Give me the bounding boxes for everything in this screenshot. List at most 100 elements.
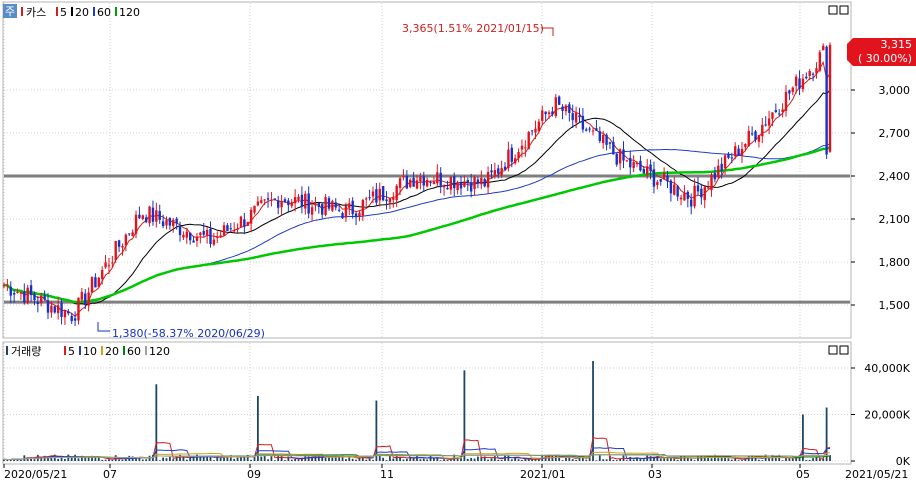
candle-body: [172, 219, 175, 227]
volume-bar: [20, 459, 22, 461]
volume-bar: [361, 455, 364, 461]
candle-body: [348, 203, 351, 208]
volume-bar: [365, 459, 368, 461]
volume-bar: [16, 459, 19, 461]
panel-menu-icon[interactable]: [3, 4, 17, 18]
volume-bar: [33, 459, 36, 461]
volume-bar: [212, 460, 215, 461]
candle-body: [568, 104, 571, 113]
candle-body: [277, 200, 280, 208]
volume-bar: [768, 458, 770, 461]
low-annotation-arrow: [97, 322, 110, 332]
candle-body: [808, 70, 811, 77]
candle-body: [185, 231, 189, 238]
volume-bar: [778, 454, 781, 461]
volume-bar: [199, 456, 202, 461]
volume-bar: [395, 455, 398, 461]
volume-bar: [358, 456, 361, 461]
price-panel-controls: [828, 5, 849, 15]
candle-body: [595, 128, 598, 131]
candle-body: [300, 194, 304, 207]
candle-body: [114, 241, 117, 261]
candle-body: [727, 153, 730, 158]
volume-bar: [676, 459, 679, 461]
candle-body: [283, 199, 287, 202]
legend-marker: [123, 346, 125, 355]
volume-bar: [284, 460, 286, 461]
candle-body: [659, 179, 662, 182]
candle-body: [622, 149, 625, 161]
volume-bar: [741, 460, 743, 461]
volume-bar: [287, 456, 290, 461]
candle-body: [94, 277, 97, 288]
volume-maximize-icon[interactable]: [828, 345, 838, 355]
candle-body: [598, 131, 602, 142]
candle-body: [23, 291, 26, 303]
candle-body: [740, 148, 744, 156]
candle-body: [578, 115, 581, 118]
volume-axis: 0K 20,000K 40,000K: [851, 362, 911, 468]
volume-bar: [355, 459, 357, 461]
candle-body: [104, 262, 107, 268]
candle-body: [717, 165, 720, 178]
candle-body: [737, 148, 740, 156]
candle-body: [507, 149, 510, 169]
candle-body: [331, 201, 334, 211]
candle-body: [398, 178, 402, 188]
candle-body: [229, 228, 233, 230]
candle-body: [195, 236, 199, 241]
candle-body: [734, 146, 737, 157]
volume-bar: [87, 456, 90, 461]
volume-bar: [477, 456, 479, 461]
candle-body: [666, 175, 669, 182]
candle-body: [90, 277, 94, 293]
volume-bar: [422, 458, 425, 461]
maximize-icon[interactable]: [828, 5, 838, 15]
volume-bar: [341, 454, 344, 461]
candle-body: [608, 142, 612, 144]
candle-body: [121, 245, 124, 248]
volume-bar: [202, 457, 205, 461]
candle-body: [246, 221, 249, 226]
volume-bar: [182, 457, 185, 461]
volume-bar: [727, 458, 730, 461]
volume-ma-line-120: [3, 454, 831, 461]
volume-bar: [111, 460, 114, 461]
volume-bar: [490, 458, 493, 461]
volume-bar: [466, 458, 469, 461]
candle-body: [696, 185, 700, 192]
volume-bar: [40, 456, 43, 461]
legend-marker-title: [21, 7, 23, 16]
volume-bar: [256, 395, 259, 461]
candle-body: [16, 291, 19, 293]
candle-body: [473, 176, 476, 190]
candle-body: [493, 170, 497, 175]
candle-body: [67, 311, 70, 314]
volume-bar: [690, 458, 693, 461]
volume-bar: [683, 456, 686, 461]
volume-bar: [84, 457, 87, 461]
volume-bar: [565, 457, 567, 461]
legend-marker: [93, 7, 95, 16]
volume-bar: [91, 455, 93, 461]
candle-body: [524, 147, 527, 149]
volume-bar: [267, 459, 269, 461]
ma-line-20: [3, 89, 831, 305]
candle-body: [232, 230, 236, 232]
volume-panel: [2, 341, 852, 465]
candle-body: [652, 169, 656, 187]
volume-close-icon[interactable]: [839, 345, 849, 355]
candle-body: [828, 44, 832, 152]
volume-bar: [791, 456, 794, 461]
volume-bar: [280, 456, 283, 461]
legend-marker: [145, 346, 147, 355]
candle-body: [388, 198, 392, 203]
candle-body: [618, 149, 622, 164]
close-icon[interactable]: [839, 5, 849, 15]
candle-body: [33, 293, 36, 301]
volume-bar: [460, 458, 462, 461]
volume-bar: [527, 459, 530, 461]
candle-body: [361, 200, 365, 216]
panel-menu-glyph: 주: [5, 5, 15, 18]
